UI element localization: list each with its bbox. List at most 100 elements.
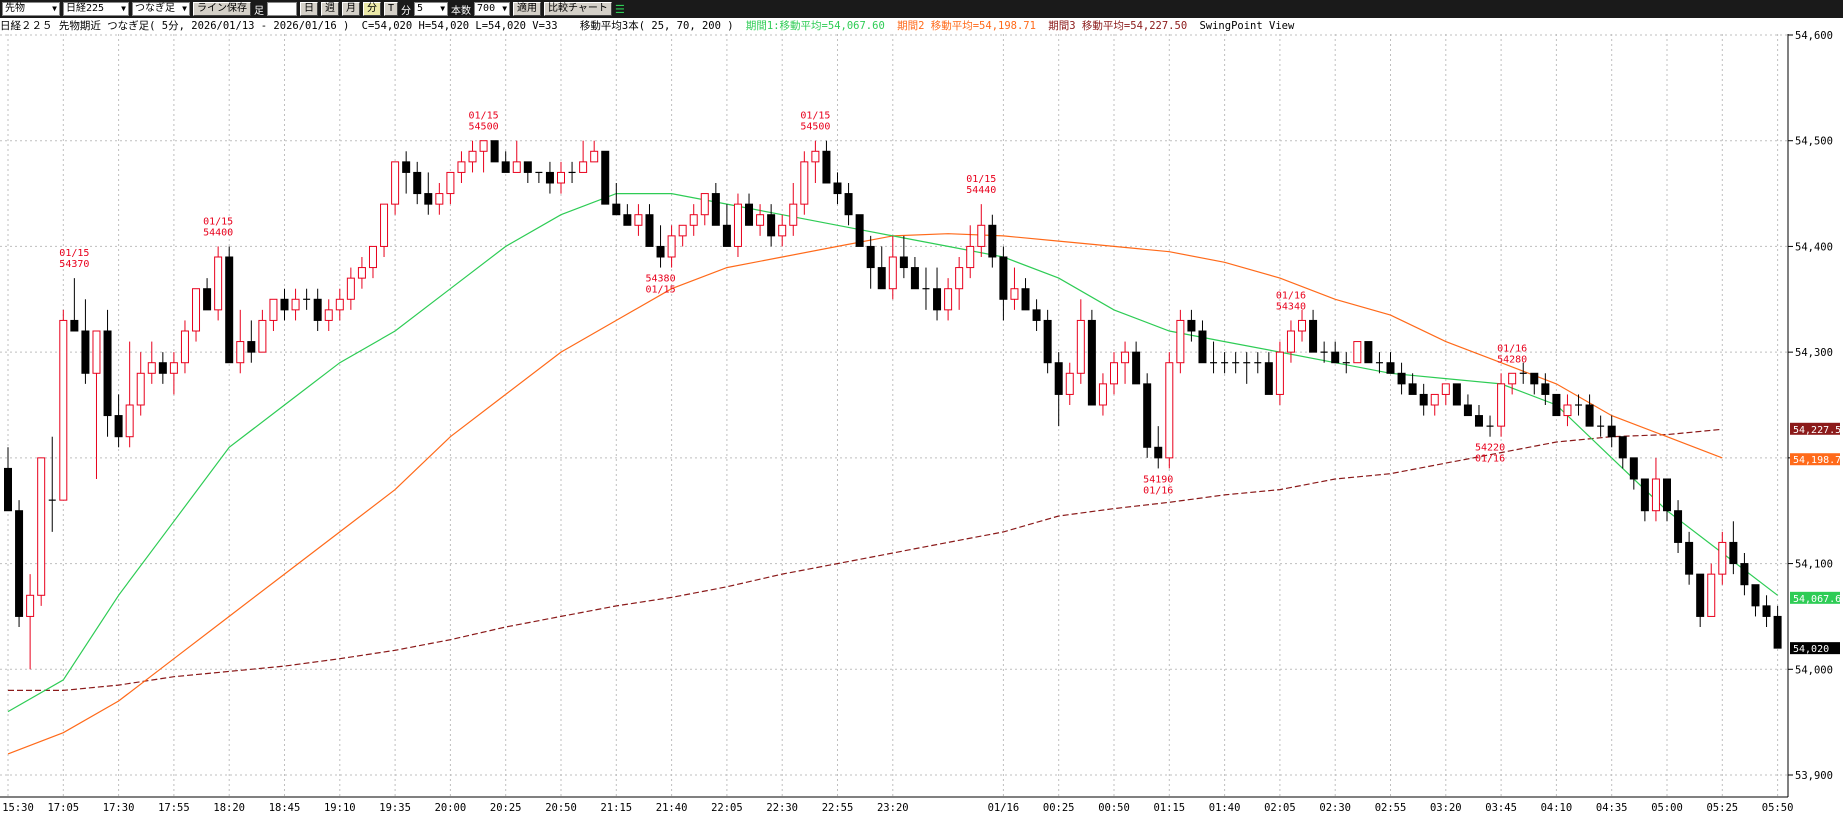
x-tick-label: 20:25	[490, 802, 522, 814]
candle	[1773, 605, 1782, 649]
apply-button[interactable]: 適用	[513, 2, 542, 16]
candle	[479, 140, 488, 173]
candle	[877, 246, 886, 290]
minute-button[interactable]: 分	[363, 2, 381, 16]
candle	[512, 140, 521, 173]
y-tick-label: 54,300	[1795, 347, 1833, 359]
candle	[1353, 341, 1362, 364]
candle-body	[1176, 319, 1185, 364]
candle-body	[1386, 362, 1395, 374]
candle	[1286, 320, 1295, 363]
week-button[interactable]: 週	[321, 2, 339, 16]
y-tick-label: 54,100	[1795, 559, 1833, 571]
candle	[169, 352, 178, 395]
count-select[interactable]: 700 ▼	[474, 2, 511, 16]
candle	[203, 278, 212, 311]
candle	[1530, 372, 1539, 395]
candle-body	[1154, 446, 1163, 459]
candle-body	[1298, 319, 1307, 332]
candle	[48, 436, 56, 532]
candle	[733, 193, 742, 257]
candle	[1419, 383, 1428, 416]
month-button[interactable]: 月	[342, 2, 360, 16]
y-tick-label: 54,500	[1795, 136, 1833, 148]
candle-body	[523, 161, 532, 173]
candle-body	[1508, 372, 1517, 385]
interval-select[interactable]: 5 ▼	[414, 2, 449, 16]
candle	[1762, 595, 1771, 627]
candle	[1508, 372, 1517, 395]
candle	[833, 172, 842, 205]
period-input[interactable]	[267, 2, 297, 16]
candle-body	[1264, 362, 1273, 395]
candle	[1198, 320, 1207, 364]
swing-label: 01/15	[203, 216, 233, 227]
candle-body	[579, 161, 588, 173]
candle-body	[1552, 393, 1561, 417]
x-tick-label: 23:20	[877, 802, 909, 814]
candle-body	[1275, 351, 1284, 395]
y-tick-label: 54,600	[1795, 30, 1833, 42]
candle-body	[346, 277, 355, 300]
lines-icon[interactable]: ☰	[614, 2, 625, 16]
day-button[interactable]: 日	[300, 2, 318, 16]
candle	[922, 267, 930, 310]
candle-body	[789, 203, 798, 226]
candle-body	[391, 161, 400, 205]
bar-kind-select[interactable]: つなぎ足 ▼	[132, 2, 190, 16]
candle	[1408, 373, 1417, 395]
price-tag-label: 54,227.5	[1793, 425, 1841, 436]
x-tick-label: 02:30	[1319, 802, 1351, 814]
x-tick-label: 19:35	[379, 802, 411, 814]
candle	[180, 320, 189, 374]
candle-body	[136, 372, 145, 406]
candle	[81, 299, 90, 384]
candle	[1486, 415, 1494, 437]
candle	[192, 288, 201, 342]
candle-body	[711, 193, 720, 226]
candle	[446, 171, 455, 205]
x-tick-label: 17:05	[47, 802, 79, 814]
candle-body	[767, 214, 776, 237]
market-select[interactable]: 先物 ▼	[2, 2, 60, 16]
ohlcv-readout: C=54,020 H=54,020 L=54,020 V=33	[361, 20, 558, 32]
candle-body	[667, 235, 676, 258]
tick-button[interactable]: T	[384, 2, 399, 16]
x-tick-label: 01:15	[1153, 802, 1185, 814]
x-tick-label: 03:20	[1430, 802, 1462, 814]
candle-body	[833, 182, 842, 195]
candle-body	[1773, 615, 1782, 649]
candle-body	[1585, 404, 1594, 427]
candle-body	[26, 594, 35, 617]
candle	[1254, 352, 1262, 374]
candle-body	[844, 193, 853, 216]
candle-body	[1065, 372, 1074, 395]
candle-body	[247, 341, 256, 353]
candle	[822, 140, 831, 184]
swing-label: 54190	[1143, 474, 1173, 485]
candle-body	[1707, 573, 1716, 617]
candle	[236, 309, 245, 374]
candle	[1696, 573, 1705, 627]
candle	[1110, 352, 1118, 395]
candle	[457, 151, 466, 183]
candle	[866, 235, 875, 289]
symbol-select[interactable]: 日経225 ▼	[63, 2, 129, 16]
candle	[1187, 309, 1196, 342]
count-value: 700	[477, 3, 496, 14]
candle	[667, 225, 676, 268]
candle	[346, 267, 355, 310]
candle	[147, 341, 156, 384]
candle-body	[1143, 383, 1152, 448]
candle-body	[81, 330, 90, 374]
compare-chart-button[interactable]: 比較チャート	[544, 2, 612, 16]
candle	[1375, 352, 1383, 374]
swing-label: 54280	[1497, 354, 1527, 365]
candle	[103, 309, 112, 437]
candle-body	[822, 150, 831, 184]
swing-label: 01/16	[1276, 290, 1306, 301]
candle-body	[1309, 319, 1318, 353]
x-tick-label: 19:10	[324, 802, 356, 814]
save-line-button[interactable]: ライン保存	[193, 2, 251, 16]
candle	[1541, 373, 1550, 405]
